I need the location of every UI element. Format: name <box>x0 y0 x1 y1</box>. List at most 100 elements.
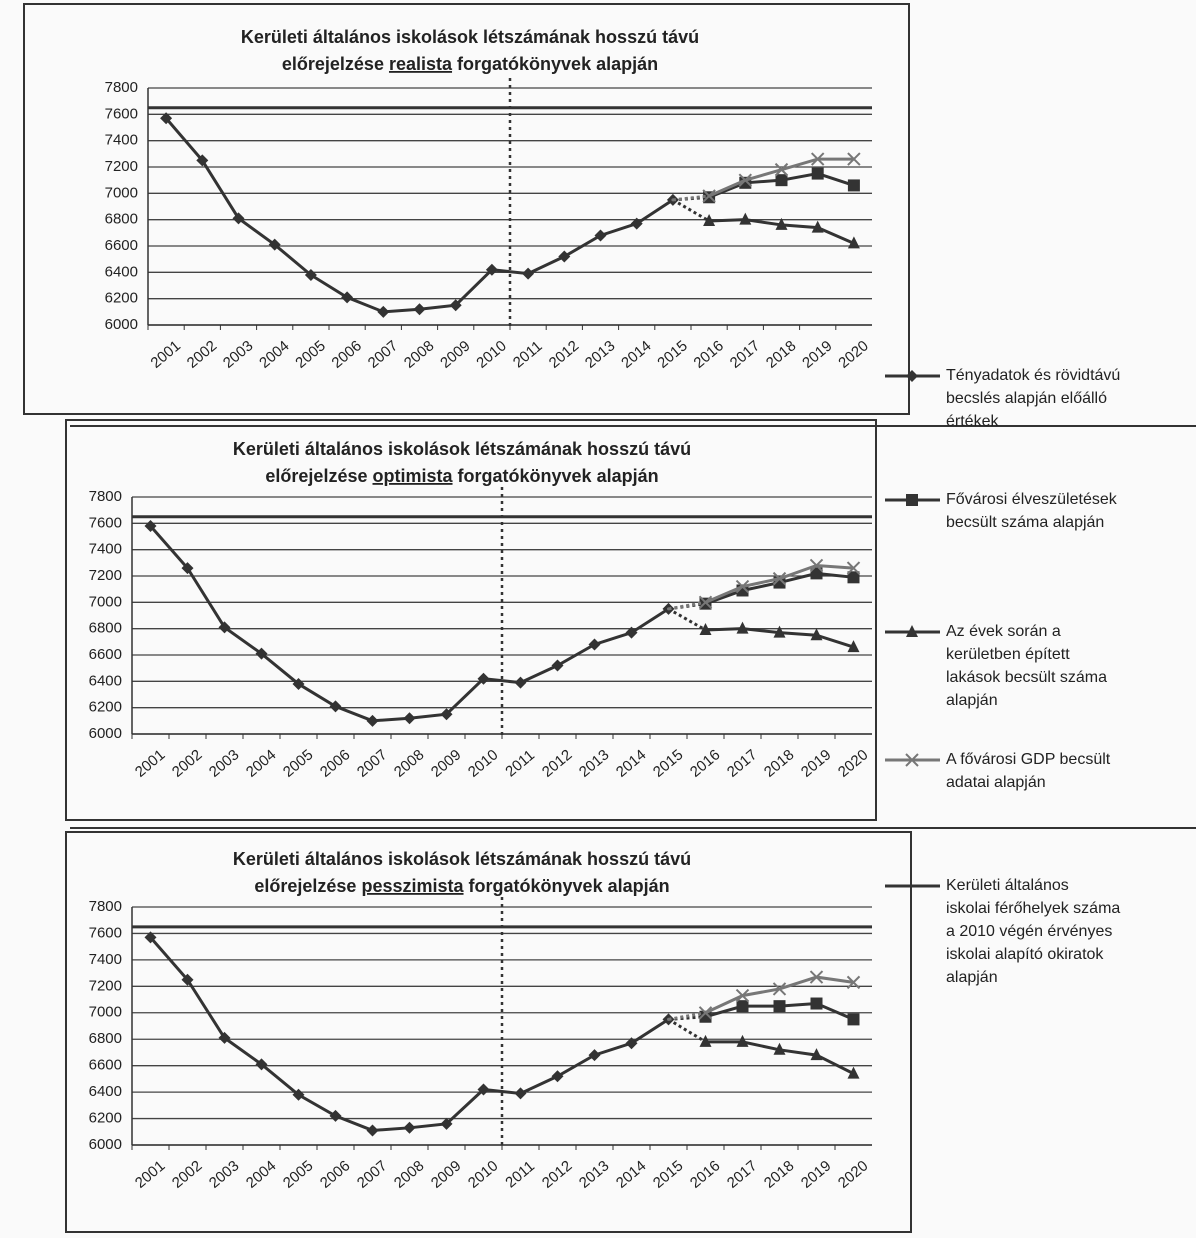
marker <box>698 595 713 610</box>
marker <box>847 1013 860 1026</box>
marker <box>736 1034 749 1047</box>
y-tick-label: 6400 <box>89 1083 122 1100</box>
y-tick-label: 7200 <box>89 567 122 584</box>
marker <box>292 677 305 690</box>
marker <box>847 571 860 584</box>
marker <box>477 672 490 685</box>
marker <box>292 1088 305 1101</box>
subtitle-part: forgatókönyvek alapján <box>458 466 659 486</box>
subtitle-part: optimista <box>373 466 454 486</box>
y-tick-label: 6400 <box>105 263 138 280</box>
marker <box>630 217 643 230</box>
chart-frame <box>23 3 910 415</box>
marker <box>268 238 281 251</box>
marker <box>735 988 750 1003</box>
marker <box>772 571 787 586</box>
marker <box>514 1087 527 1100</box>
marker <box>847 179 860 192</box>
marker <box>551 1070 564 1083</box>
y-tick-label: 7000 <box>89 593 122 610</box>
marker <box>558 250 571 263</box>
y-tick-label: 7600 <box>105 105 138 122</box>
marker <box>773 1000 786 1013</box>
chart-frame <box>65 831 912 1233</box>
connector <box>672 198 710 223</box>
marker <box>477 1083 490 1096</box>
legend-label: Tényadatok és rövidtávú becslés alapján e… <box>946 367 1120 430</box>
y-tick-label: 6800 <box>105 211 138 228</box>
marker <box>810 567 823 580</box>
y-tick-label: 7200 <box>89 977 122 994</box>
chart-title: Kerületi általános iskolások létszámának… <box>241 27 699 47</box>
marker <box>736 1000 749 1013</box>
y-tick-label: 6200 <box>89 699 122 716</box>
marker <box>703 213 716 226</box>
marker <box>218 621 231 634</box>
marker <box>847 152 861 166</box>
subtitle-part: előrejelzése <box>282 54 384 74</box>
marker <box>144 519 157 532</box>
marker <box>594 229 607 242</box>
marker <box>329 1109 342 1122</box>
marker <box>341 291 354 304</box>
marker <box>773 1042 786 1055</box>
subtitle-part: előrejelzése <box>254 876 356 896</box>
marker <box>588 638 601 651</box>
marker <box>702 189 716 203</box>
chart-frame <box>65 419 877 821</box>
marker <box>809 970 824 984</box>
y-tick-label: 6600 <box>89 1057 122 1074</box>
connector <box>668 600 706 611</box>
chart-title: Kerületi általános iskolások létszámának… <box>233 439 691 459</box>
y-tick-label: 7000 <box>89 1004 122 1021</box>
connector <box>667 1018 707 1044</box>
marker <box>699 1010 712 1023</box>
marker <box>811 220 824 233</box>
y-tick-label: 7000 <box>105 184 138 201</box>
marker <box>906 370 918 382</box>
marker <box>810 1048 823 1061</box>
marker <box>181 562 194 575</box>
y-tick-label: 7800 <box>89 898 122 915</box>
y-tick-label: 6000 <box>89 1136 122 1153</box>
marker <box>906 625 918 637</box>
marker <box>773 625 786 638</box>
marker <box>846 561 861 575</box>
marker <box>772 982 787 996</box>
legend-label: Fővárosi élveszületések becsült száma ala… <box>946 491 1118 531</box>
y-tick-label: 7800 <box>89 488 122 505</box>
connector-start <box>667 1017 670 1021</box>
marker <box>847 640 860 653</box>
connector-start <box>667 607 670 611</box>
legend-label: A fővárosi GDP becsült adatai alapján <box>946 751 1111 791</box>
marker <box>255 1058 268 1071</box>
chart-subtitle: előrejelzése realista forgatókönyvek ala… <box>282 54 658 74</box>
subtitle-part: forgatókönyvek alapján <box>457 54 658 74</box>
marker <box>810 997 823 1010</box>
marker <box>735 579 750 594</box>
legend-label: Kerületi általános iskolai férőhelyek szá… <box>946 877 1120 986</box>
marker <box>440 708 453 721</box>
marker <box>698 1006 713 1020</box>
marker <box>366 1124 379 1137</box>
connector <box>668 1011 706 1021</box>
marker <box>196 154 209 167</box>
marker <box>810 628 823 641</box>
y-tick-label: 6600 <box>105 237 138 254</box>
marker <box>625 626 638 639</box>
marker <box>449 299 462 312</box>
marker <box>905 753 919 767</box>
y-tick-label: 6200 <box>105 290 138 307</box>
y-tick-label: 7600 <box>89 924 122 941</box>
marker <box>738 173 753 187</box>
marker <box>522 267 535 280</box>
marker <box>736 621 749 634</box>
marker <box>811 167 824 180</box>
marker <box>485 263 498 276</box>
subtitle-part: előrejelzése <box>265 466 367 486</box>
y-tick-label: 7400 <box>89 541 122 558</box>
y-tick-label: 7400 <box>105 132 138 149</box>
marker <box>906 494 918 506</box>
y-tick-label: 6800 <box>89 1030 122 1047</box>
marker <box>440 1117 453 1130</box>
